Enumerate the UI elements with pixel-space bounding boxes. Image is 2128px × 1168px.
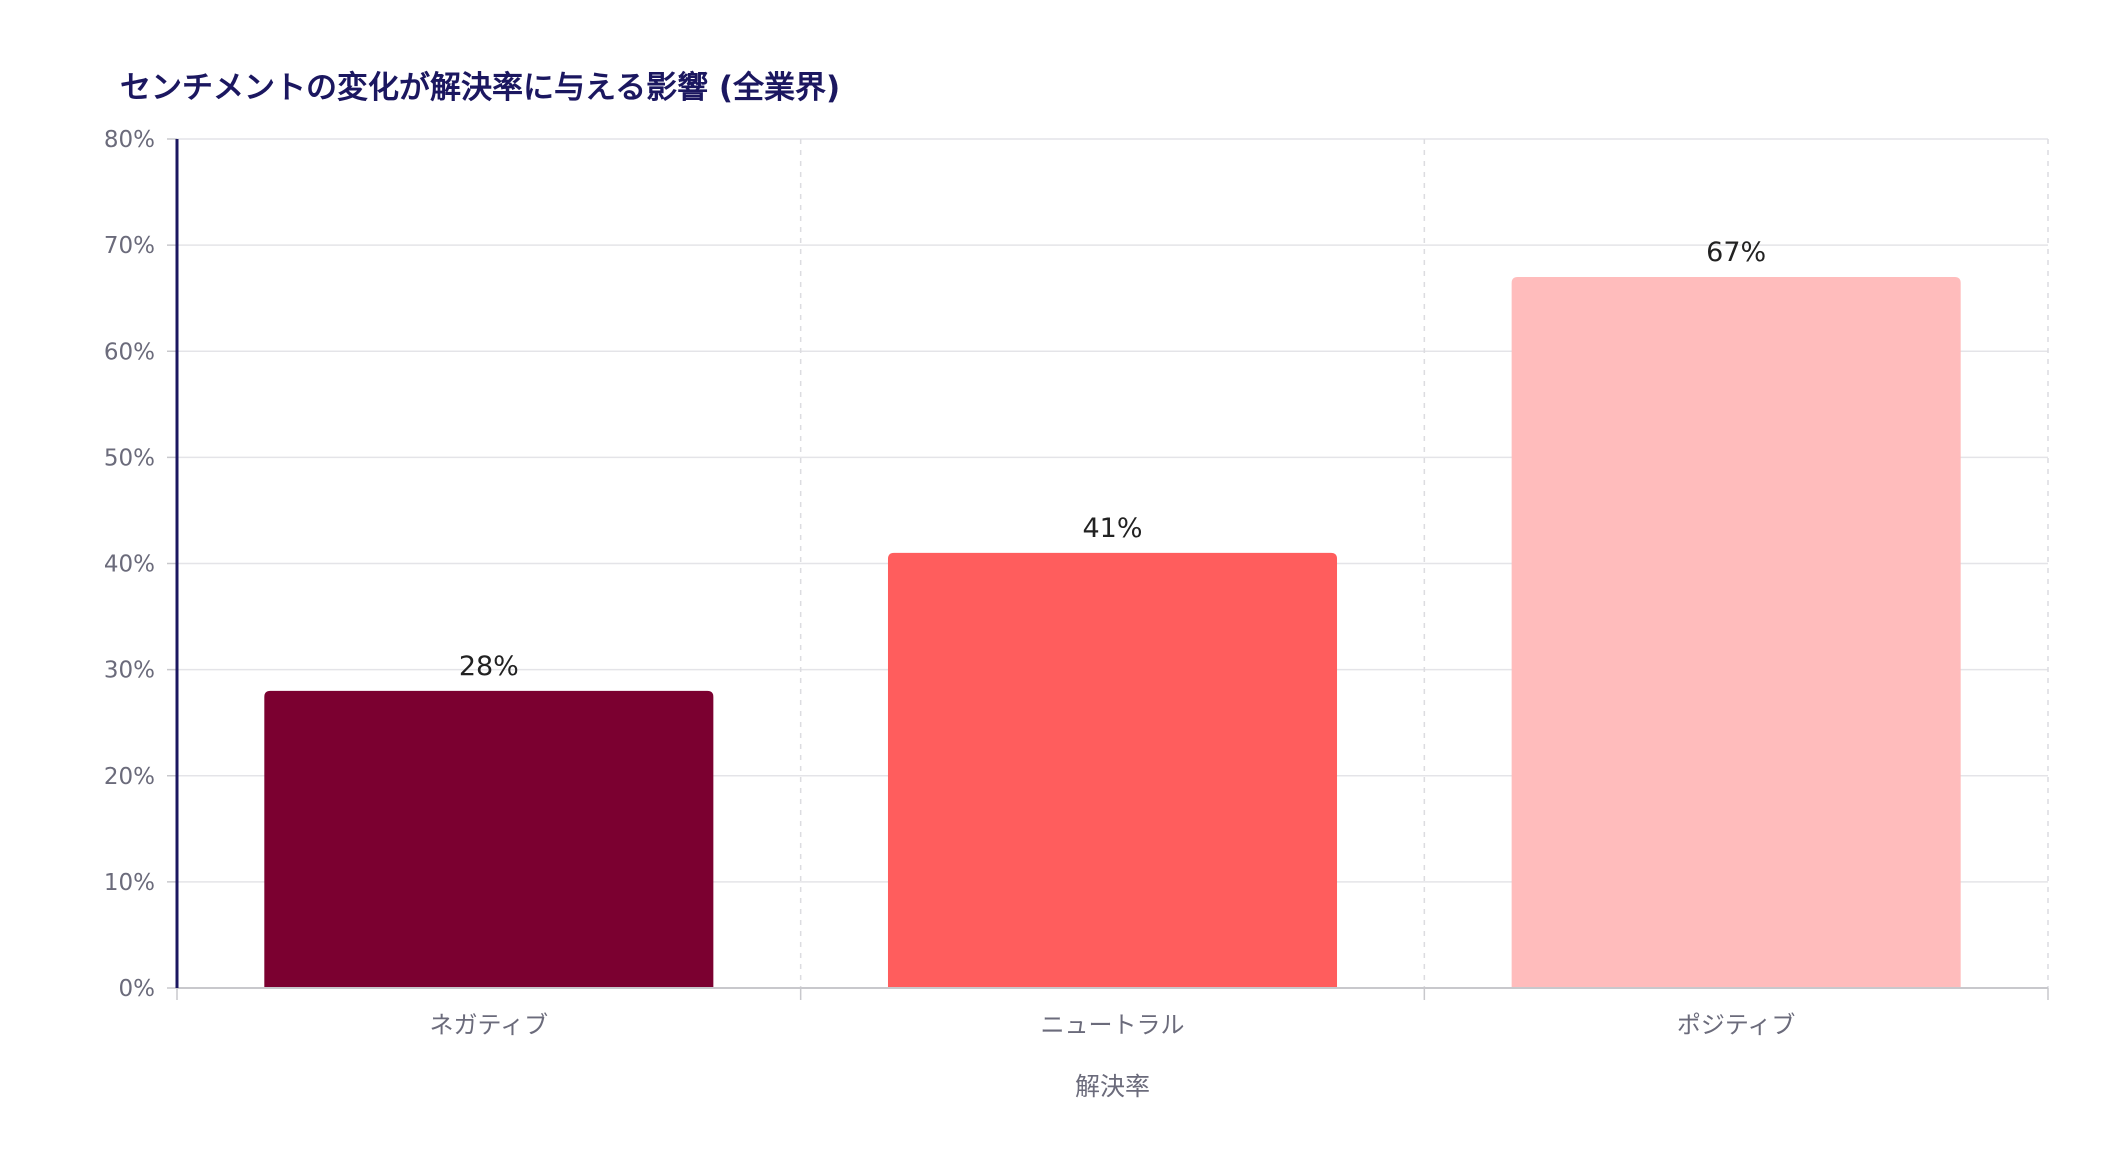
- y-tick-label: 40%: [104, 552, 155, 578]
- y-tick-label: 30%: [104, 658, 155, 684]
- y-tick-label: 0%: [119, 976, 156, 1002]
- bar-3: [1511, 276, 1961, 988]
- chart-title: センチメントの変化が解決率に与える影響 (全業界): [120, 70, 841, 106]
- bars: [264, 276, 1961, 988]
- y-tick-label: 20%: [104, 764, 155, 790]
- x-tick-label-3: ポジティブ: [1677, 1011, 1796, 1039]
- data-label-2: 41%: [1082, 513, 1142, 544]
- x-axis-title: 解決率: [1075, 1072, 1150, 1101]
- y-tick-label: 70%: [104, 233, 155, 259]
- y-tick-label: 60%: [104, 339, 155, 365]
- x-tick-label-1: ネガティブ: [430, 1011, 549, 1039]
- data-label-3: 67%: [1706, 237, 1766, 268]
- x-tick-label-2: ニュートラル: [1041, 1011, 1185, 1039]
- y-tick-label: 50%: [104, 445, 155, 471]
- labels: 0% 10% 20% 30% 40% 50% 60% 70% 80% 28% ネガティブ 41% ニュー…: [104, 127, 1796, 1101]
- bar-2: [887, 552, 1338, 988]
- y-tick-label: 10%: [104, 870, 155, 896]
- bar-1: [264, 690, 714, 988]
- axes: [167, 138, 2049, 1000]
- y-tick-label: 80%: [104, 127, 155, 153]
- data-label-1: 28%: [459, 651, 519, 682]
